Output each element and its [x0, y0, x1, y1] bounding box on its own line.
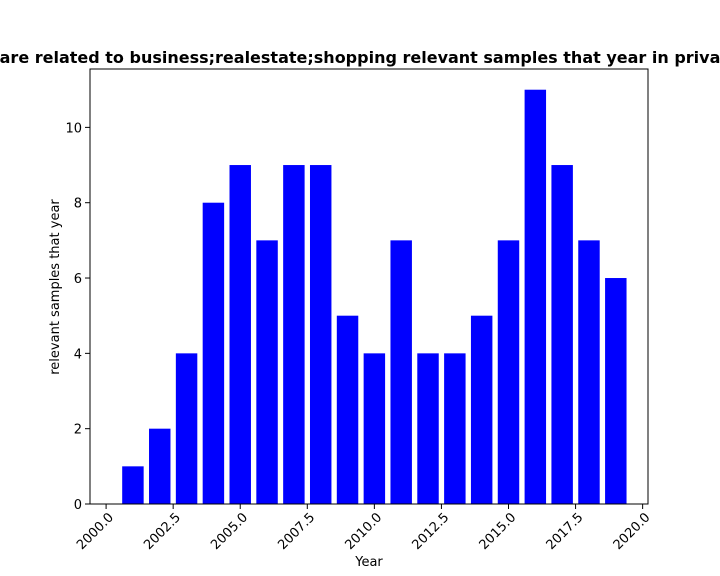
bars-group: [122, 89, 627, 505]
y-axis-ticks: 0 2 4 6 8 10: [65, 121, 90, 513]
x-tick-label: 2010.0: [342, 510, 385, 553]
bar-2015: [497, 240, 520, 504]
plot-area-frame: [89, 68, 649, 505]
bar-2001: [122, 466, 144, 504]
y-tick-label: 4: [74, 347, 82, 362]
bar-2019: [605, 278, 627, 504]
bar-2006: [256, 240, 278, 504]
chart-title: are related to business;realestate;shopp…: [0, 48, 720, 67]
x-tick-label: 2002.5: [141, 510, 184, 553]
bar-2002: [149, 428, 171, 504]
x-axis-label: Year: [354, 555, 383, 570]
bar-2016: [524, 89, 547, 504]
bar-2017: [551, 165, 573, 505]
y-tick-label: 0: [74, 498, 82, 513]
x-tick-label: 2020.0: [611, 510, 654, 553]
bar-2012: [417, 353, 439, 504]
bar-2018: [578, 240, 600, 504]
bar-2013: [444, 353, 466, 504]
bar-2014: [470, 315, 493, 504]
x-tick-label: 2012.5: [409, 510, 452, 553]
bar-2005: [229, 165, 251, 505]
y-tick-label: 2: [74, 423, 82, 438]
bar-2011: [390, 240, 412, 504]
y-axis-label: relevant samples that year: [48, 199, 63, 375]
bar-2003: [175, 353, 198, 504]
x-tick-label: 2015.0: [477, 510, 520, 553]
bar-2009: [336, 315, 359, 504]
y-tick-label: 6: [74, 272, 82, 287]
x-tick-label: 2017.5: [544, 510, 587, 553]
bar-2007: [283, 165, 305, 505]
bar-2008: [309, 165, 332, 505]
bar-2010: [363, 353, 386, 504]
x-tick-label: 2000.0: [74, 510, 117, 553]
bar-2004: [202, 202, 225, 504]
x-tick-label: 2007.5: [275, 510, 318, 553]
x-tick-label: 2005.0: [208, 510, 251, 553]
x-axis-ticks: 2000.0 2002.5 2005.0 2007.5 2010.0 2012.5 2015…: [74, 504, 653, 553]
y-tick-label: 10: [65, 121, 82, 136]
y-tick-label: 8: [74, 197, 82, 212]
